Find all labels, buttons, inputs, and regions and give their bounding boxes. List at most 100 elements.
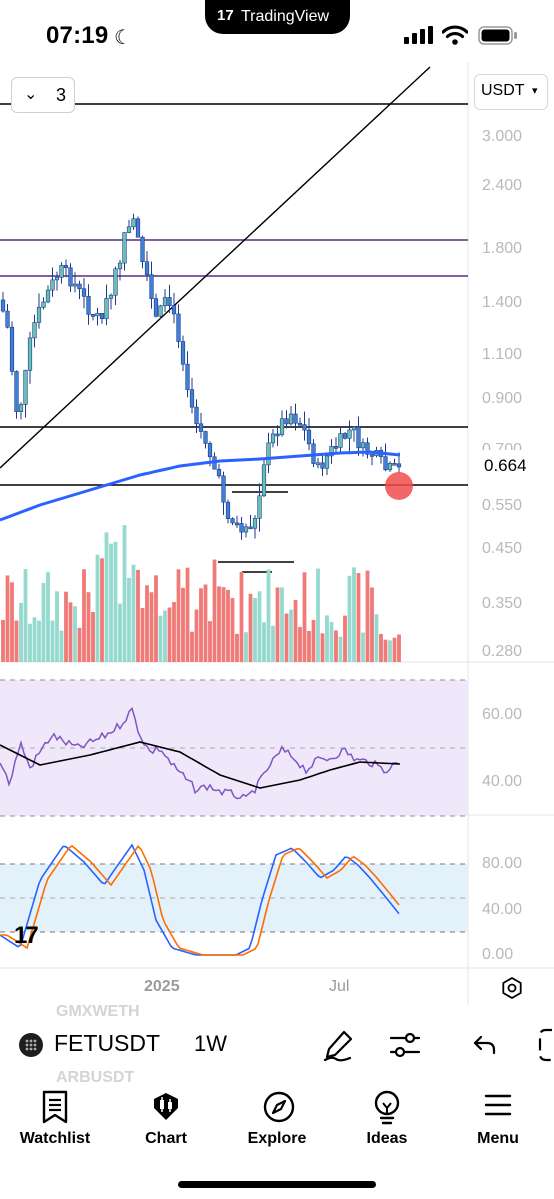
volume-bar — [379, 633, 383, 662]
candle — [243, 523, 249, 538]
volume-bar — [212, 559, 217, 662]
volume-bar — [77, 627, 82, 662]
stoch-tick: 0.00 — [482, 946, 514, 963]
candle — [99, 312, 105, 324]
interval-selector[interactable]: ⌄ 3 — [11, 77, 75, 113]
candle — [126, 219, 132, 234]
candle — [194, 399, 199, 433]
candle — [167, 284, 172, 314]
candle — [369, 452, 375, 466]
stoch-k-line — [0, 843, 400, 956]
candle — [14, 370, 19, 419]
volume-bar — [329, 621, 334, 662]
volume-bar — [325, 615, 329, 662]
tab-menu[interactable]: Menu — [443, 1086, 553, 1166]
candles — [0, 213, 402, 540]
drawing-pen-icon[interactable] — [322, 1028, 356, 1062]
indicators-sliders-icon[interactable] — [389, 1030, 421, 1060]
tab-label: Watchlist — [19, 1130, 91, 1147]
candle — [324, 453, 330, 476]
volume-bar — [41, 582, 46, 662]
candle — [252, 515, 258, 539]
volume-bar — [253, 597, 257, 662]
volume-bar — [298, 627, 302, 662]
focus-moon-icon: ☾ — [114, 27, 132, 49]
candle — [18, 402, 24, 420]
tab-explore[interactable]: Explore — [222, 1086, 332, 1166]
candle — [104, 284, 109, 326]
tab-label: Explore — [247, 1130, 307, 1147]
time-label-jul: Jul — [329, 978, 350, 995]
volume-bar — [190, 631, 194, 662]
undo-icon[interactable] — [472, 1032, 498, 1058]
volume-bar — [361, 632, 365, 662]
volume-bar — [68, 602, 73, 662]
tab-watchlist[interactable]: Watchlist — [0, 1086, 110, 1166]
chart-icon — [154, 1093, 178, 1120]
candle — [135, 216, 141, 238]
volume-bar — [239, 571, 244, 662]
volume-bar — [19, 602, 23, 662]
candle — [279, 410, 285, 437]
candle — [162, 289, 168, 312]
stoch-d-line — [0, 844, 400, 956]
volume-bar — [320, 633, 325, 662]
tab-chart[interactable]: Chart — [111, 1086, 221, 1166]
candle — [234, 515, 240, 529]
volume-bar — [10, 582, 14, 662]
price-tick: 1.100 — [482, 346, 523, 363]
candle — [36, 293, 42, 329]
volume-bar — [311, 619, 316, 662]
candle — [315, 457, 321, 469]
volume-bar — [55, 591, 59, 662]
volume-bar — [257, 591, 262, 662]
price-chart[interactable] — [0, 62, 554, 1010]
volume-bar — [181, 587, 185, 662]
candle — [23, 369, 28, 418]
candle — [356, 416, 361, 456]
rsi-tick: 40.00 — [482, 773, 523, 790]
volume-bar — [275, 587, 280, 662]
volume-bar — [176, 569, 181, 662]
interval-value: 3 — [56, 85, 67, 105]
candle — [131, 213, 136, 231]
volume-bar — [280, 587, 284, 662]
currency-label: USDT — [481, 82, 525, 99]
volume-bar — [284, 613, 289, 662]
volume-bars — [1, 525, 401, 662]
candle — [77, 280, 82, 300]
rsi-tick: 60.00 — [482, 706, 523, 723]
volume-bar — [221, 587, 226, 662]
volume-bar — [131, 564, 136, 662]
dynamic-island: 17 TradingView — [205, 0, 350, 34]
volume-bar — [334, 630, 338, 662]
volume-bar — [338, 636, 343, 662]
volume-bar — [64, 591, 68, 662]
volume-bar — [374, 614, 379, 662]
candle — [185, 351, 190, 398]
candle — [270, 428, 276, 448]
currency-selector[interactable]: USDT ▾ — [474, 74, 548, 110]
volume-bar — [226, 589, 230, 662]
candle — [275, 425, 280, 446]
volume-bar — [185, 567, 190, 662]
tab-ideas[interactable]: Ideas — [332, 1086, 442, 1166]
chart-settings-icon[interactable] — [500, 976, 524, 1000]
volume-bar — [203, 584, 208, 662]
time-label-2025: 2025 — [144, 978, 180, 995]
price-tick: 2.400 — [482, 177, 523, 194]
volume-bar — [23, 569, 28, 662]
candle — [9, 321, 15, 376]
timeframe-button[interactable]: 1W — [194, 1031, 227, 1056]
volume-bar — [118, 603, 122, 662]
price-tick: 3.000 — [482, 128, 523, 145]
volume-bar — [370, 587, 374, 662]
candle — [392, 458, 397, 466]
more-tools-icon[interactable] — [538, 1028, 554, 1062]
candle — [306, 417, 312, 451]
stoch-tick: 40.00 — [482, 901, 523, 918]
symbol-button[interactable]: FETUSDT — [54, 1030, 161, 1056]
volume-bar — [172, 602, 176, 662]
candle — [68, 263, 73, 293]
candle — [59, 262, 64, 284]
